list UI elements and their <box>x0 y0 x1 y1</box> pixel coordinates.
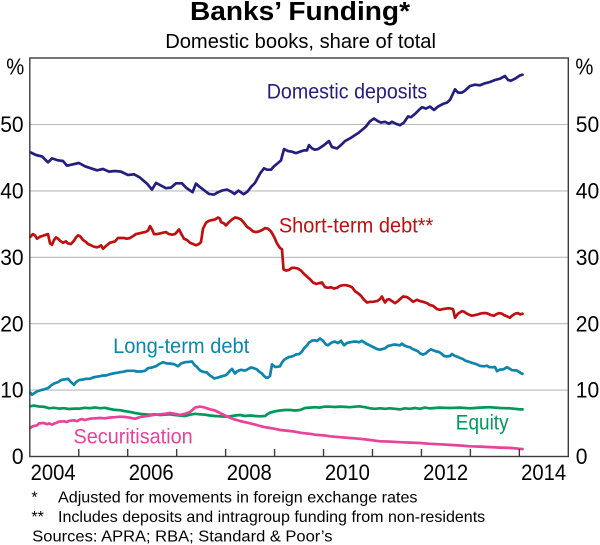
svg-text:Equity: Equity <box>456 412 509 435</box>
svg-text:40: 40 <box>0 179 23 204</box>
svg-text:2008: 2008 <box>227 460 272 485</box>
svg-text:2014: 2014 <box>521 460 566 485</box>
svg-text:0: 0 <box>576 444 588 469</box>
svg-text:2004: 2004 <box>31 460 76 485</box>
svg-text:**: ** <box>31 509 43 526</box>
svg-text:10: 10 <box>0 378 23 403</box>
svg-text:Long-term debt: Long-term debt <box>113 335 249 358</box>
svg-text:Includes deposits and intragro: Includes deposits and intragroup funding… <box>58 509 485 526</box>
svg-text:Domestic books, share of total: Domestic books, share of total <box>165 30 436 53</box>
svg-text:%: % <box>575 53 593 79</box>
svg-text:50: 50 <box>576 112 599 137</box>
svg-text:Domestic deposits: Domestic deposits <box>267 81 428 104</box>
svg-text:2012: 2012 <box>423 460 468 485</box>
svg-text:40: 40 <box>576 179 599 204</box>
svg-text:Banks’ Funding*: Banks’ Funding* <box>190 0 411 26</box>
svg-text:20: 20 <box>576 311 599 336</box>
svg-text:Short-term debt**: Short-term debt** <box>279 215 434 238</box>
svg-text:%: % <box>6 53 24 79</box>
svg-text:10: 10 <box>576 378 599 403</box>
svg-text:30: 30 <box>576 245 599 270</box>
svg-text:30: 30 <box>0 245 23 270</box>
svg-text:0: 0 <box>12 444 24 469</box>
svg-text:2010: 2010 <box>325 460 370 485</box>
svg-text:*: * <box>31 490 37 507</box>
svg-text:Adjusted for movements in fore: Adjusted for movements in foreign exchan… <box>58 490 418 507</box>
svg-text:50: 50 <box>0 112 23 137</box>
svg-text:Sources: APRA; RBA; Standard &: Sources: APRA; RBA; Standard & Poor’s <box>32 529 332 545</box>
svg-text:20: 20 <box>0 311 23 336</box>
svg-text:2006: 2006 <box>129 460 174 485</box>
svg-text:Securitisation: Securitisation <box>74 426 193 449</box>
